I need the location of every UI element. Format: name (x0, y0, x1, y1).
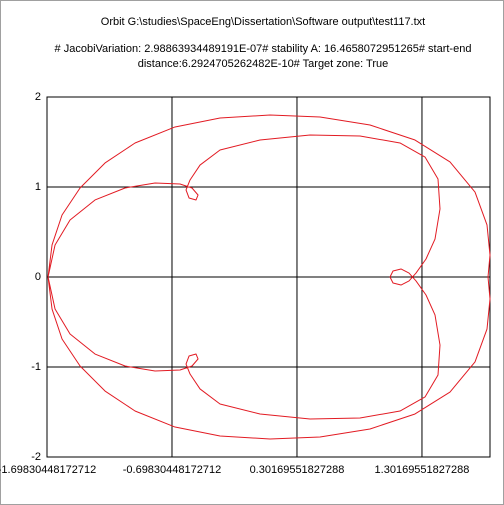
x-tick-label: -1.69830448172712 (0, 464, 96, 476)
chart-title: Orbit G:\studies\SpaceEng\Dissertation\S… (100, 16, 426, 28)
y-tick-label: -1 (31, 361, 41, 373)
y-tick-label: 0 (35, 271, 41, 283)
y-tick-label: 2 (35, 91, 41, 103)
x-tick-label: 0.30169551827288 (250, 464, 345, 476)
orbit-line (47, 114, 491, 440)
y-tick-label: 1 (35, 181, 41, 193)
x-tick-label: -0.69830448172712 (123, 464, 221, 476)
chart-subtitle: # JacobiVariation: 2.98863934489191E-07#… (54, 43, 472, 70)
header: Orbit G:\studies\SpaceEng\Dissertation\S… (38, 15, 488, 72)
x-tick-label: 1.30169551827288 (375, 464, 470, 476)
y-tick-label: -2 (31, 451, 41, 463)
